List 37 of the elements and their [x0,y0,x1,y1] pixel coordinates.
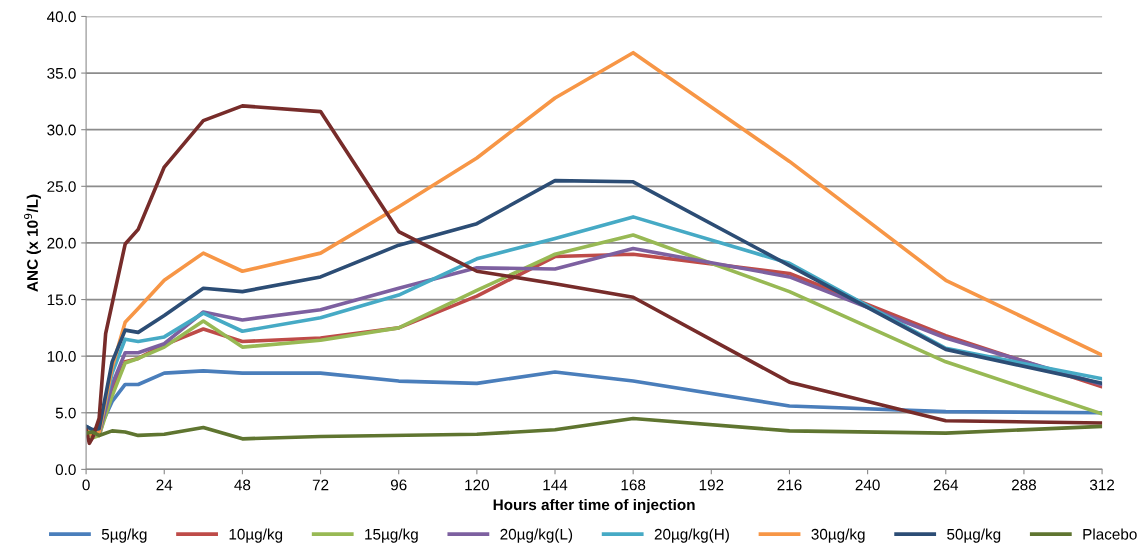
x-tick-label: 48 [234,479,251,491]
x-tick-label: 120 [465,479,490,491]
legend-label: 20µg/kg(L) [500,528,573,543]
line-series [86,104,1103,446]
legend-label: 10µg/kg [229,528,283,543]
legend-label: 20µg/kg(H) [654,528,729,543]
y-tick-label: 5.0 [55,407,76,419]
legend-label: 5µg/kg [101,528,147,543]
y-tick-label: 20.0 [47,237,76,249]
y-tick-label: 25.0 [47,181,76,192]
legend-label: Placebo [1083,528,1137,540]
x-tick-label: 264 [933,479,959,491]
x-tick-label: 24 [156,479,173,491]
x-tick-label: 144 [543,479,568,491]
legend-label: 30µg/kg [811,528,865,543]
y-tick-label: 40.0 [47,11,76,23]
legend-label: 50µg/kg [947,528,1001,543]
y-tick-label: 0.0 [55,464,76,476]
x-tick-label: 168 [621,479,646,491]
line-series [86,50,1103,438]
x-tick-label: 0 [82,479,90,491]
line-series [86,178,1103,432]
x-tick-label: 312 [1089,479,1115,491]
x-tick-label: 72 [312,479,329,491]
x-tick-label: 240 [855,479,880,491]
y-tick-label: 15.0 [47,294,76,306]
y-tick-label: 30.0 [47,124,76,136]
legend-label: 15µg/kg [365,528,418,543]
x-tick-label: 288 [1011,479,1037,491]
x-tick-label: 192 [699,479,724,491]
x-tick-label: 96 [390,479,407,491]
x-axis-title: Hours after time of injection [493,498,695,514]
y-axis-title: ANC (x 10$^{9}$/L) [23,194,41,292]
line-series [86,416,1103,441]
y-tick-label: 10.0 [47,351,76,362]
y-tick-label: 35.0 [47,67,76,79]
x-tick-label: 216 [777,479,802,491]
